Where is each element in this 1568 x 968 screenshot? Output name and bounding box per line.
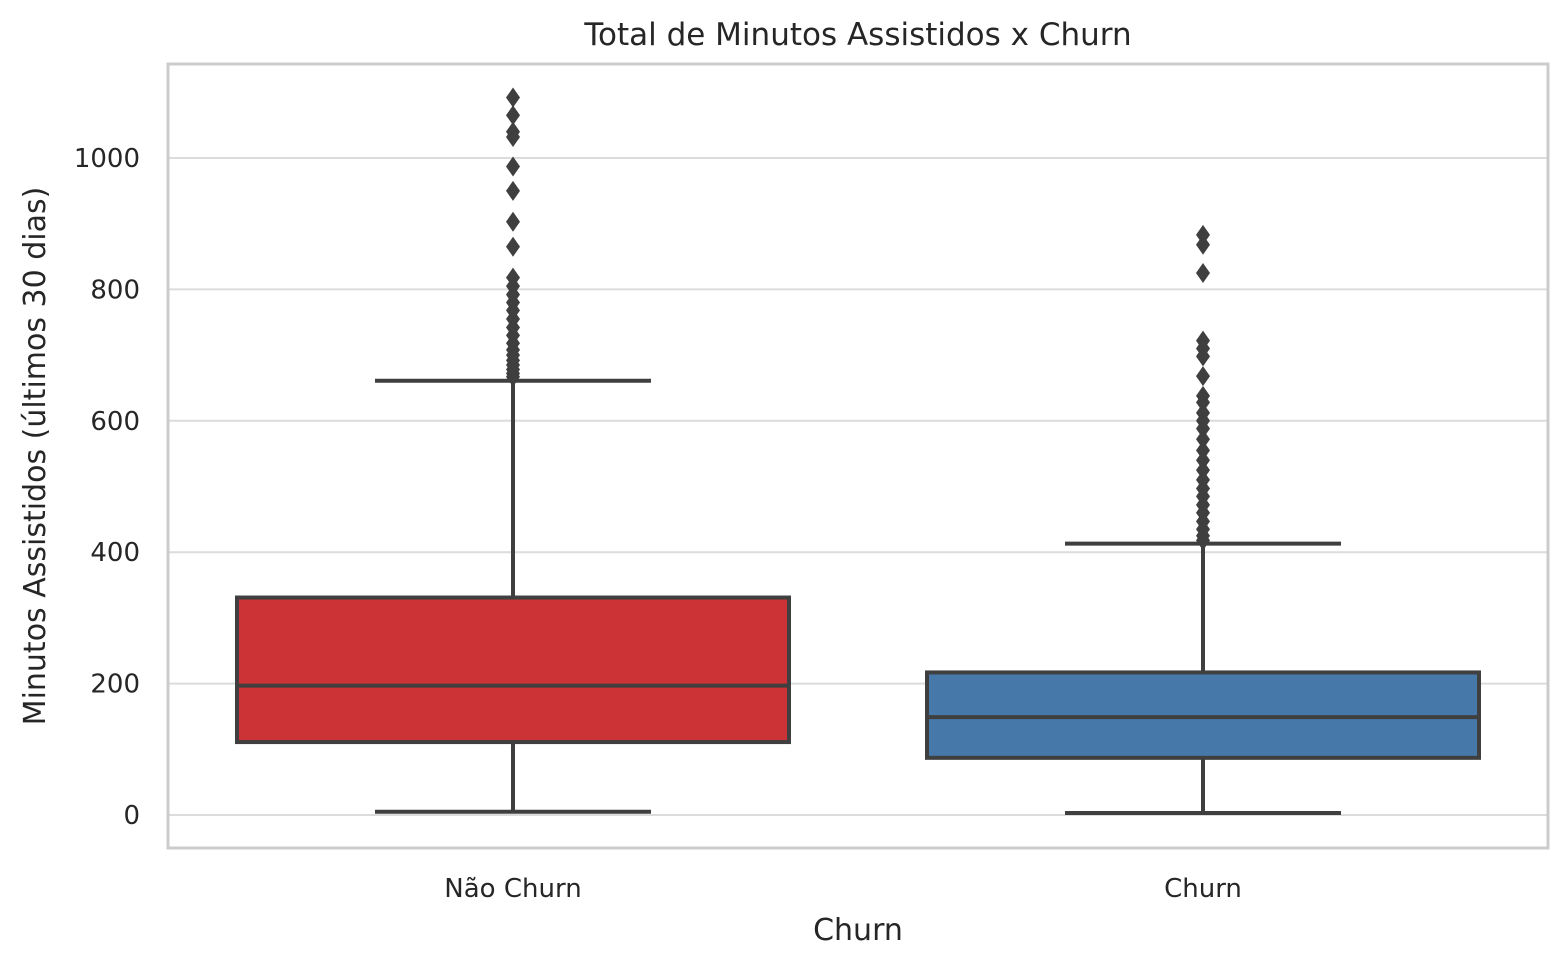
box-churn <box>925 224 1481 816</box>
y-axis-label: Minutos Assistidos (últimos 30 dias) <box>18 187 53 726</box>
chart-title: Total de Minutos Assistidos x Churn <box>583 17 1131 53</box>
y-tick-label: 200 <box>90 670 140 700</box>
y-tick-labels: 0 200 400 600 800 1000 <box>74 144 140 831</box>
y-tick-label: 600 <box>90 407 140 437</box>
outlier-point <box>1196 224 1210 245</box>
outlier-point <box>1196 440 1210 461</box>
outlier-point <box>1196 330 1210 351</box>
x-tick-label: Não Churn <box>444 874 581 904</box>
outlier-point <box>1196 429 1210 450</box>
iqr-box <box>235 595 791 745</box>
box-nao-churn <box>235 87 791 814</box>
outlier-point <box>506 105 520 126</box>
outlier-point <box>506 267 520 288</box>
x-axis-label: Churn <box>813 913 903 948</box>
outlier-point <box>506 87 520 108</box>
outlier-point <box>506 236 520 257</box>
plot-frame <box>166 62 1550 850</box>
y-tick-label: 400 <box>90 538 140 568</box>
outlier-point <box>506 180 520 201</box>
boxes <box>235 87 1481 816</box>
outlier-point <box>1196 385 1210 406</box>
outlier-point <box>1196 262 1210 283</box>
x-tick-labels: Não Churn Churn <box>444 874 1242 904</box>
y-tick-label: 800 <box>90 275 140 305</box>
outlier-point <box>1196 366 1210 387</box>
outlier-point <box>506 121 520 142</box>
outlier-point <box>506 211 520 232</box>
y-tick-label: 1000 <box>74 144 140 174</box>
outlier-point <box>506 156 520 177</box>
outlier-point <box>1196 402 1210 423</box>
x-tick-label: Churn <box>1164 874 1242 904</box>
y-tick-label: 0 <box>123 801 140 831</box>
